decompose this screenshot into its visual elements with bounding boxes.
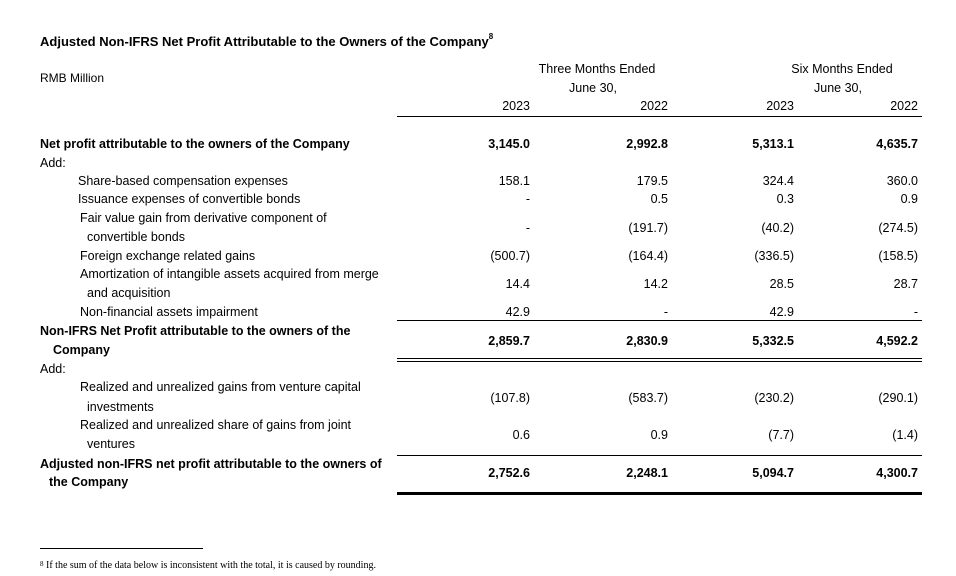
- title-footnote-ref: 8: [488, 32, 494, 41]
- row-label-venture-line2: investments: [87, 400, 154, 414]
- cell-issuance-3m-2023: -: [525, 192, 530, 206]
- cell-non-ifrs-3m-2022: 2,830.9: [626, 334, 668, 348]
- row-label-adjusted-line1: Adjusted non-IFRS net profit attributabl…: [40, 457, 382, 471]
- header-rule: [397, 116, 922, 117]
- cell-venture-3m-2022: (583.7): [628, 391, 668, 405]
- footnote-text: If the sum of the data below is inconsis…: [46, 560, 376, 571]
- cell-joint-6m-2023: (7.7): [768, 428, 794, 442]
- cell-venture-6m-2022: (290.1): [878, 391, 918, 405]
- row-label-fair-value-line1: Fair value gain from derivative componen…: [80, 211, 327, 225]
- cell-net-profit-3m-2023: 3,145.0: [488, 137, 530, 151]
- header-six-months-line2: June 30,: [814, 81, 862, 95]
- row-label-joint-line2: ventures: [87, 437, 135, 451]
- row-label-fair-value-line2: convertible bonds: [87, 230, 185, 244]
- header-six-months-line1: Six Months Ended: [791, 62, 893, 76]
- adjusted-rule: [397, 455, 922, 456]
- cell-issuance-6m-2023: 0.3: [776, 192, 794, 206]
- cell-amortization-3m-2022: 14.2: [643, 277, 668, 291]
- cell-sbc-3m-2022: 179.5: [636, 174, 668, 188]
- cell-impairment-6m-2023: 42.9: [769, 305, 794, 319]
- cell-non-ifrs-6m-2023: 5,332.5: [752, 334, 794, 348]
- footnote: 8 If the sum of the data below is incons…: [40, 560, 376, 571]
- cell-joint-3m-2022: 0.9: [650, 428, 668, 442]
- row-label-amortization-line1: Amortization of intangible assets acquir…: [80, 267, 379, 281]
- cell-fx-3m-2023: (500.7): [490, 249, 530, 263]
- cell-sbc-3m-2023: 158.1: [498, 174, 530, 188]
- total-rule-thick: [397, 492, 922, 495]
- cell-net-profit-6m-2023: 5,313.1: [752, 137, 794, 151]
- row-label-issuance: Issuance expenses of convertible bonds: [78, 192, 301, 206]
- unit-label: RMB Million: [40, 71, 105, 85]
- page-title: Adjusted Non-IFRS Net Profit Attributabl…: [40, 32, 494, 49]
- cell-adjusted-6m-2023: 5,094.7: [752, 466, 794, 480]
- cell-sbc-6m-2022: 360.0: [886, 174, 918, 188]
- row-label-impairment: Non-financial assets impairment: [80, 305, 258, 319]
- title-text: Adjusted Non-IFRS Net Profit Attributabl…: [40, 34, 489, 49]
- cell-joint-3m-2023: 0.6: [512, 428, 530, 442]
- row-label-non-ifrs-line2: Company: [53, 343, 110, 357]
- row-label-non-ifrs-line1: Non-IFRS Net Profit attributable to the …: [40, 324, 351, 338]
- cell-venture-3m-2023: (107.8): [490, 391, 530, 405]
- cell-fair-value-6m-2023: (40.2): [761, 221, 794, 235]
- cell-amortization-6m-2022: 28.7: [893, 277, 918, 291]
- cell-non-ifrs-6m-2022: 4,592.2: [876, 334, 918, 348]
- row-label-amortization-line2: and acquisition: [87, 286, 171, 300]
- row-label-adjusted-line2: the Company: [49, 475, 129, 489]
- cell-fx-6m-2023: (336.5): [754, 249, 794, 263]
- cell-impairment-3m-2022: -: [663, 305, 668, 319]
- cell-fair-value-3m-2023: -: [525, 221, 530, 235]
- cell-issuance-6m-2022: 0.9: [900, 192, 918, 206]
- row-label-fx: Foreign exchange related gains: [80, 249, 256, 263]
- non-ifrs-double-rule-top: [397, 358, 922, 359]
- cell-impairment-6m-2022: -: [913, 305, 918, 319]
- header-three-months-line1: Three Months Ended: [538, 62, 656, 76]
- cell-amortization-6m-2023: 28.5: [769, 277, 794, 291]
- cell-joint-6m-2022: (1.4): [892, 428, 918, 442]
- cell-fair-value-6m-2022: (274.5): [878, 221, 918, 235]
- row-label-sbc: Share-based compensation expenses: [78, 174, 288, 188]
- row-label-add-1: Add:: [40, 156, 66, 170]
- header-year-3: 2023: [766, 99, 794, 113]
- cell-adjusted-6m-2022: 4,300.7: [876, 466, 918, 480]
- cell-impairment-3m-2023: 42.9: [505, 305, 530, 319]
- row-label-net-profit: Net profit attributable to the owners of…: [40, 137, 350, 151]
- footnote-ref: 8: [40, 560, 44, 568]
- cell-amortization-3m-2023: 14.4: [505, 277, 530, 291]
- header-year-4: 2022: [890, 99, 918, 113]
- cell-issuance-3m-2022: 0.5: [650, 192, 668, 206]
- row-label-joint-line1: Realized and unrealized share of gains f…: [80, 418, 351, 432]
- non-ifrs-double-rule-bottom: [397, 361, 922, 362]
- cell-sbc-6m-2023: 324.4: [762, 174, 794, 188]
- subtotal-rule: [397, 320, 922, 321]
- cell-non-ifrs-3m-2023: 2,859.7: [488, 334, 530, 348]
- header-three-months-line2: June 30,: [569, 81, 617, 95]
- cell-adjusted-3m-2022: 2,248.1: [626, 466, 668, 480]
- header-year-1: 2023: [502, 99, 530, 113]
- cell-venture-6m-2023: (230.2): [754, 391, 794, 405]
- cell-adjusted-3m-2023: 2,752.6: [488, 466, 530, 480]
- row-label-add-2: Add:: [40, 362, 66, 376]
- row-label-venture-line1: Realized and unrealized gains from ventu…: [80, 380, 361, 394]
- cell-fx-6m-2022: (158.5): [878, 249, 918, 263]
- cell-net-profit-3m-2022: 2,992.8: [626, 137, 668, 151]
- cell-net-profit-6m-2022: 4,635.7: [876, 137, 918, 151]
- cell-fx-3m-2022: (164.4): [628, 249, 668, 263]
- footnote-separator: [40, 548, 203, 549]
- header-year-2: 2022: [640, 99, 668, 113]
- cell-fair-value-3m-2022: (191.7): [628, 221, 668, 235]
